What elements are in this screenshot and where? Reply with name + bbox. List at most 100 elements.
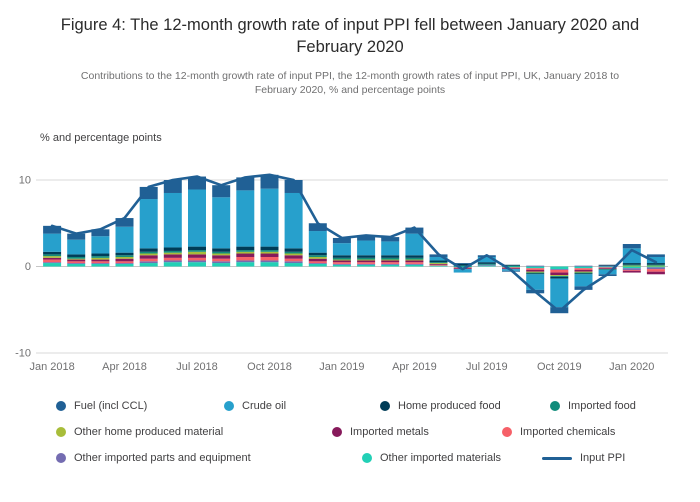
legend-dot-icon [362, 453, 372, 464]
bar-segment [622, 264, 641, 266]
bar-segment [381, 262, 400, 264]
bar-segment [477, 265, 496, 267]
bar-segment [332, 257, 351, 260]
legend-label: Other imported materials [380, 452, 502, 465]
x-tick-label: Oct 2019 [537, 361, 582, 373]
bar-segment [163, 250, 182, 253]
bar-segment [550, 275, 569, 277]
bar-segment [646, 262, 665, 265]
x-tick-label: Oct 2018 [247, 361, 292, 373]
bar-segment [115, 252, 134, 256]
bar-aug-2018 [212, 185, 231, 267]
bar-segment [453, 262, 472, 264]
bar-segment [477, 263, 496, 265]
legend-row: Other home produced material Imported met… [56, 422, 700, 443]
bar-segment [163, 252, 182, 255]
bar-segment [67, 258, 86, 260]
bar-segment [357, 240, 376, 256]
bar-segment [139, 251, 158, 254]
bar-segment [212, 185, 231, 198]
bar-segment [236, 262, 255, 267]
bar-segment [332, 264, 351, 267]
bar-segment [405, 262, 424, 264]
bar-segment [163, 247, 182, 251]
bar-segment [453, 265, 472, 267]
legend-item-imported-metals: Imported metals [332, 426, 502, 438]
bar-segment [646, 254, 665, 257]
legend-label: Home produced food [398, 400, 501, 413]
bar-segment [139, 253, 158, 256]
bar-segment [91, 256, 110, 258]
bar-segment [646, 271, 665, 275]
x-tick-label: Jul 2018 [176, 361, 218, 373]
bar-segment [284, 248, 303, 252]
bar-segment [405, 264, 424, 267]
bar-segment [357, 264, 376, 267]
bar-segment [477, 264, 496, 266]
bar-segment [188, 249, 206, 252]
bar-segment [115, 262, 134, 264]
bar-segment [67, 261, 86, 263]
legend-label: Other imported parts and equipment [74, 452, 251, 465]
bar-segment [622, 265, 641, 267]
bar-segment [646, 267, 665, 269]
bar-segment [332, 237, 351, 244]
bar-segment [188, 260, 206, 263]
legend-label: Input PPI [580, 452, 626, 465]
bar-segment [139, 261, 158, 263]
bar-segment [67, 262, 86, 264]
bar-segment [646, 268, 665, 272]
bar-segment [598, 269, 617, 275]
bar-segment [405, 263, 424, 265]
bar-segment [260, 246, 279, 250]
bar-segment [212, 262, 231, 267]
bar-segment [284, 253, 303, 256]
y-tick-label: 0 [25, 261, 31, 273]
bar-segment [260, 251, 279, 254]
bar-segment [236, 260, 255, 263]
bar-segment [598, 265, 617, 267]
bar-segment [188, 262, 206, 267]
bar-segment [260, 262, 279, 267]
bar-segment [526, 268, 545, 270]
bar-segment [574, 269, 593, 272]
bar-segment [502, 265, 520, 267]
bar-segment [67, 259, 86, 262]
bar-sep-2019 [526, 265, 545, 294]
bar-segment [574, 268, 593, 270]
bar-segment [550, 269, 569, 273]
bar-segment [429, 264, 448, 266]
bar-segment [526, 271, 545, 273]
bar-segment [212, 248, 231, 252]
bar-segment [574, 271, 593, 273]
bar-segment [550, 272, 569, 276]
bar-segment [550, 266, 569, 269]
bar-segment [453, 268, 472, 273]
bar-segment [212, 258, 231, 262]
bar-segment [381, 259, 400, 261]
figure-subtitle: Contributions to the 12-month growth rat… [80, 69, 620, 97]
legend-item-crude-oil: Crude oil [224, 400, 380, 412]
bar-segment [526, 272, 545, 274]
bar-segment [139, 248, 158, 252]
bar-jun-2018 [163, 179, 182, 267]
bar-segment [332, 262, 351, 264]
bar-segment [91, 229, 110, 237]
legend: Fuel (incl CCL) Crude oil Home produced fo… [56, 396, 700, 469]
bar-segment [598, 267, 617, 269]
bar-segment [381, 236, 400, 242]
bar-segment [550, 276, 569, 279]
bar-segment [188, 176, 206, 190]
bar-segment [212, 251, 231, 254]
bar-segment [236, 249, 255, 252]
legend-row: Fuel (incl CCL) Crude oil Home produced fo… [56, 396, 700, 417]
bar-segment [260, 260, 279, 263]
bar-segment [236, 190, 255, 247]
bar-mar-2018 [91, 229, 110, 267]
bar-segment [284, 255, 303, 259]
legend-label: Imported chemicals [520, 426, 616, 439]
legend-dot-icon [332, 427, 342, 438]
bar-segment [115, 263, 134, 267]
legend-dot-icon [56, 453, 66, 464]
